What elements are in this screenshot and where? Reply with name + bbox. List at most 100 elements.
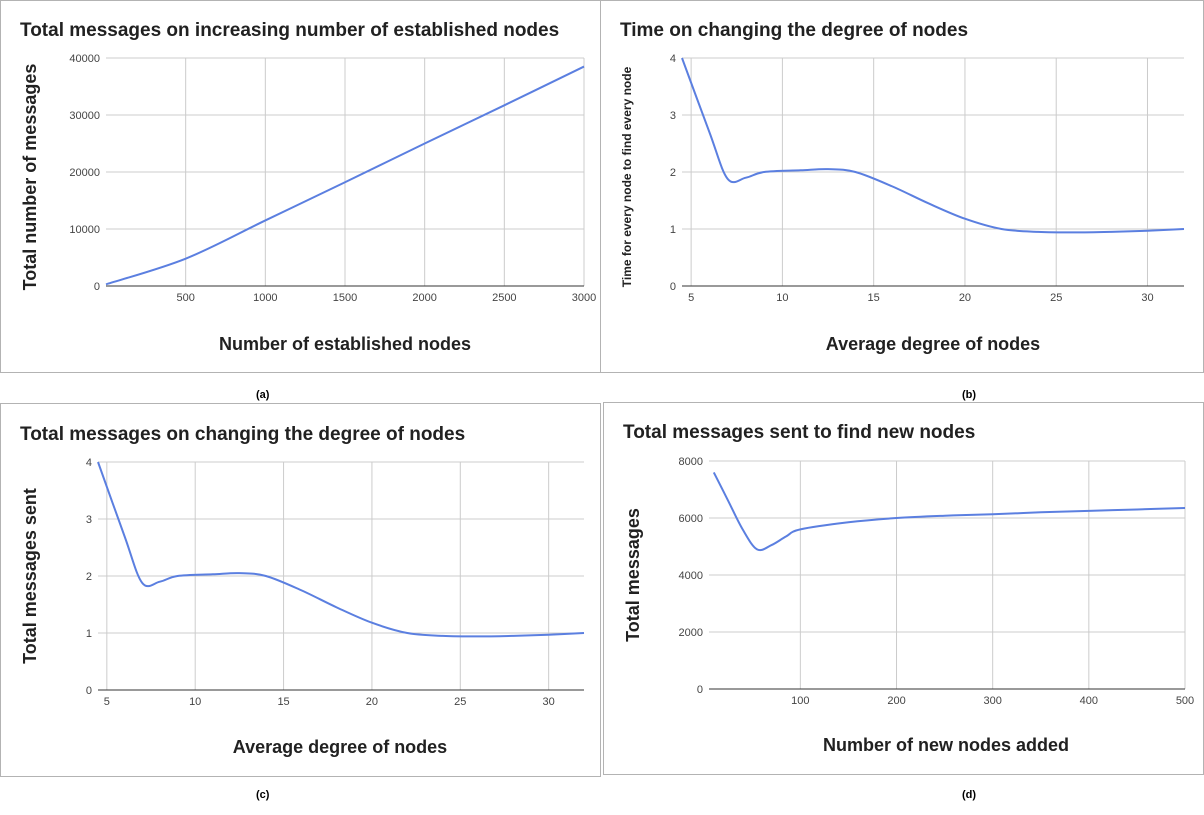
series-line <box>105 65 585 286</box>
data-point <box>763 171 765 173</box>
caption-c: (c) <box>256 789 270 801</box>
x-tick-label: 15 <box>868 292 880 304</box>
y-tick-label: 20000 <box>69 167 100 179</box>
y-axis-title: Total messages sent <box>20 488 40 664</box>
x-tick-label: 10 <box>189 696 201 708</box>
data-point <box>1146 230 1148 232</box>
y-axis-title: Total number of messages <box>20 64 40 291</box>
data-point <box>799 528 801 530</box>
y-tick-label: 0 <box>86 685 92 697</box>
chart-panel-b: Time on changing the degree of nodes 0 1 2 3… <box>600 0 1204 373</box>
chart-svg-a: Total messages on increasing number of e… <box>20 20 596 354</box>
caption-b: (b) <box>962 389 977 401</box>
data-point <box>756 548 758 550</box>
y-tick-label: 4000 <box>679 570 703 582</box>
y-tick-label: 2 <box>670 167 676 179</box>
x-tick-label: 2000 <box>412 292 436 304</box>
x-tick-label: 2500 <box>492 292 516 304</box>
y-tick-label: 1 <box>86 628 92 640</box>
data-point <box>847 521 849 523</box>
data-point <box>943 515 945 517</box>
chart-panel-a: Total messages on increasing number of e… <box>0 0 601 373</box>
x-tick-label: 1500 <box>333 292 357 304</box>
data-point <box>141 582 143 584</box>
y-axis-title: Total messages <box>623 508 643 642</box>
data-point <box>1073 231 1075 233</box>
data-point <box>1040 511 1042 513</box>
data-point <box>477 635 479 637</box>
x-tick-label: 100 <box>791 695 809 707</box>
data-point <box>895 517 897 519</box>
data-point <box>344 181 346 183</box>
data-point <box>1183 228 1185 230</box>
y-tick-label: 1 <box>670 224 676 236</box>
data-point <box>827 168 829 170</box>
data-point <box>726 178 728 180</box>
data-point <box>371 622 373 624</box>
data-point <box>335 606 337 608</box>
data-point <box>1136 508 1138 510</box>
y-tick-label: 4 <box>86 457 92 469</box>
data-point <box>927 202 929 204</box>
data-point <box>1184 507 1186 509</box>
chart-title: Time on changing the degree of nodes <box>620 20 968 41</box>
x-tick-label: 5 <box>104 696 110 708</box>
x-tick-label: 30 <box>1141 292 1153 304</box>
data-point <box>1110 231 1112 233</box>
x-tick-label: 25 <box>1050 292 1062 304</box>
data-point <box>159 581 161 583</box>
data-point <box>238 572 240 574</box>
chart-title: Total messages sent to find new nodes <box>623 422 975 443</box>
chart-title: Total messages on changing the degree of… <box>20 424 465 445</box>
data-point <box>1088 510 1090 512</box>
data-point <box>991 513 993 515</box>
data-point <box>583 65 585 67</box>
chart-panel-d: Total messages sent to find new nodes 0 20… <box>603 402 1204 775</box>
y-tick-label: 2000 <box>679 627 703 639</box>
x-tick-label: 20 <box>959 292 971 304</box>
x-tick-label: 20 <box>366 696 378 708</box>
data-point <box>105 283 107 285</box>
x-tick-label: 1000 <box>253 292 277 304</box>
x-axis-title: Number of established nodes <box>219 334 471 354</box>
data-point <box>123 535 125 537</box>
data-point <box>785 535 787 537</box>
x-tick-label: 500 <box>1176 695 1194 707</box>
chart-svg-b: Time on changing the degree of nodes 0 1 2 3… <box>620 20 1185 354</box>
data-point <box>713 471 715 473</box>
x-tick-label: 200 <box>887 695 905 707</box>
y-tick-label: 10000 <box>69 224 100 236</box>
y-tick-label: 8000 <box>679 456 703 468</box>
data-point <box>964 218 966 220</box>
x-tick-label: 400 <box>1080 695 1098 707</box>
y-tick-label: 0 <box>697 684 703 696</box>
chart-svg-c: Total messages on changing the degree of… <box>20 424 585 757</box>
data-point <box>891 185 893 187</box>
data-point <box>406 632 408 634</box>
y-axis-title: Time for every node to find every node <box>620 66 634 287</box>
y-tick-label: 3 <box>670 110 676 122</box>
y-tick-label: 6000 <box>679 513 703 525</box>
data-point <box>176 575 178 577</box>
data-point <box>583 632 585 634</box>
chart-panel-c: Total messages on changing the degree of… <box>0 403 601 777</box>
data-point <box>184 257 186 259</box>
x-axis-title: Average degree of nodes <box>826 334 1040 354</box>
data-point <box>741 528 743 530</box>
data-point <box>854 171 856 173</box>
x-tick-label: 500 <box>176 292 194 304</box>
caption-d: (d) <box>962 789 977 801</box>
x-tick-label: 3000 <box>572 292 596 304</box>
data-point <box>745 177 747 179</box>
x-tick-label: 25 <box>454 696 466 708</box>
y-tick-label: 0 <box>670 281 676 293</box>
data-point <box>503 104 505 106</box>
data-point <box>770 544 772 546</box>
y-tick-label: 4 <box>670 53 676 65</box>
series-line <box>681 57 1185 234</box>
chart-svg-d: Total messages sent to find new nodes 0 20… <box>623 422 1194 755</box>
series-line <box>97 461 585 638</box>
chart-title: Total messages on increasing number of e… <box>20 20 559 41</box>
data-point <box>799 169 801 171</box>
x-tick-label: 5 <box>688 292 694 304</box>
